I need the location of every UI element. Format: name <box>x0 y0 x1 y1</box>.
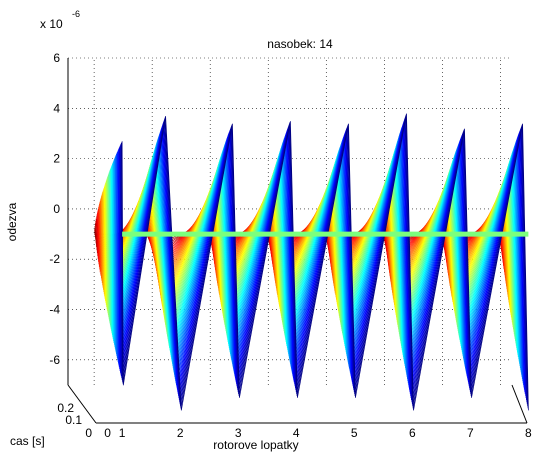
series-line <box>111 145 519 358</box>
y-tick-label: 4 <box>53 101 60 115</box>
x-tick-label: 2 <box>177 426 184 440</box>
series-line <box>113 138 521 369</box>
series-line <box>105 167 513 323</box>
x-tick-label: 5 <box>351 426 358 440</box>
series-line <box>119 120 527 399</box>
x-tick-label: 8 <box>525 426 532 440</box>
series-line <box>118 124 526 392</box>
series-line <box>105 168 513 320</box>
series-line <box>114 134 522 375</box>
y-tick-label: 6 <box>53 51 60 65</box>
series-line <box>115 133 523 377</box>
series-line <box>107 159 515 335</box>
x-tick-label: 4 <box>293 426 300 440</box>
y-axis-label: odezva <box>5 202 19 241</box>
series-line <box>108 155 516 342</box>
text-layer: nasobek: 14 x 10 -6 odezva rotorove lopa… <box>5 9 333 452</box>
series-line <box>120 115 528 407</box>
series-line <box>115 131 523 379</box>
z-axis-label: cas [s] <box>10 434 45 448</box>
z-tick-label: 0 <box>85 426 92 440</box>
series-line <box>119 119 527 401</box>
series-line <box>118 121 526 396</box>
exponent-power: -6 <box>72 9 80 19</box>
z-tick-label: 0.2 <box>57 401 74 415</box>
series-line <box>110 149 518 351</box>
exponent-prefix: x 10 <box>40 17 63 31</box>
series-line <box>114 135 522 373</box>
series-line <box>114 137 522 371</box>
series-line <box>110 147 518 353</box>
axis-layer <box>67 58 528 424</box>
series-line <box>106 162 514 330</box>
depth-left-edge <box>67 384 97 424</box>
series-line <box>112 142 520 362</box>
series-line <box>103 173 511 313</box>
series-line <box>109 152 517 346</box>
chart-title: nasobek: 14 <box>267 37 333 51</box>
data-layer <box>94 113 529 411</box>
series-line <box>100 186 508 294</box>
series-line <box>120 117 528 405</box>
y-tick-label: 0 <box>53 202 60 216</box>
series-line <box>121 113 529 411</box>
series-line <box>116 128 524 386</box>
series-line <box>105 165 513 325</box>
series-line <box>113 139 521 366</box>
series-line <box>117 125 525 390</box>
depth-right-edge <box>511 384 528 424</box>
series-line <box>112 143 520 360</box>
x-tick-label: 7 <box>467 426 474 440</box>
series-line <box>116 130 524 382</box>
series-line <box>108 156 516 339</box>
y-tick-label: -2 <box>49 252 60 266</box>
series-line <box>112 141 520 364</box>
z-tick-label: 0.1 <box>65 413 82 427</box>
y-tick-label: 2 <box>53 152 60 166</box>
grid-layer <box>68 57 512 385</box>
series-line <box>118 123 526 394</box>
series-line <box>111 146 519 355</box>
series-line <box>117 126 525 388</box>
series-line <box>107 160 515 332</box>
x-tick-label: 1 <box>119 426 126 440</box>
x-axis-label: rotorove lopatky <box>213 438 298 452</box>
series-line <box>109 153 517 344</box>
x-tick-label: 6 <box>409 426 416 440</box>
series-line <box>106 164 514 328</box>
series-line <box>102 178 510 307</box>
series-line <box>116 129 524 384</box>
y-tick-label: -6 <box>49 353 60 367</box>
series-line <box>109 150 517 349</box>
x-tick-label: 3 <box>235 426 242 440</box>
series-line <box>104 170 512 318</box>
series-line <box>107 157 515 337</box>
series-line <box>103 175 511 311</box>
y-tick-label: -4 <box>49 303 60 317</box>
series-line <box>121 114 529 409</box>
series-line <box>120 118 528 403</box>
x-tick-label: 0 <box>104 426 111 440</box>
